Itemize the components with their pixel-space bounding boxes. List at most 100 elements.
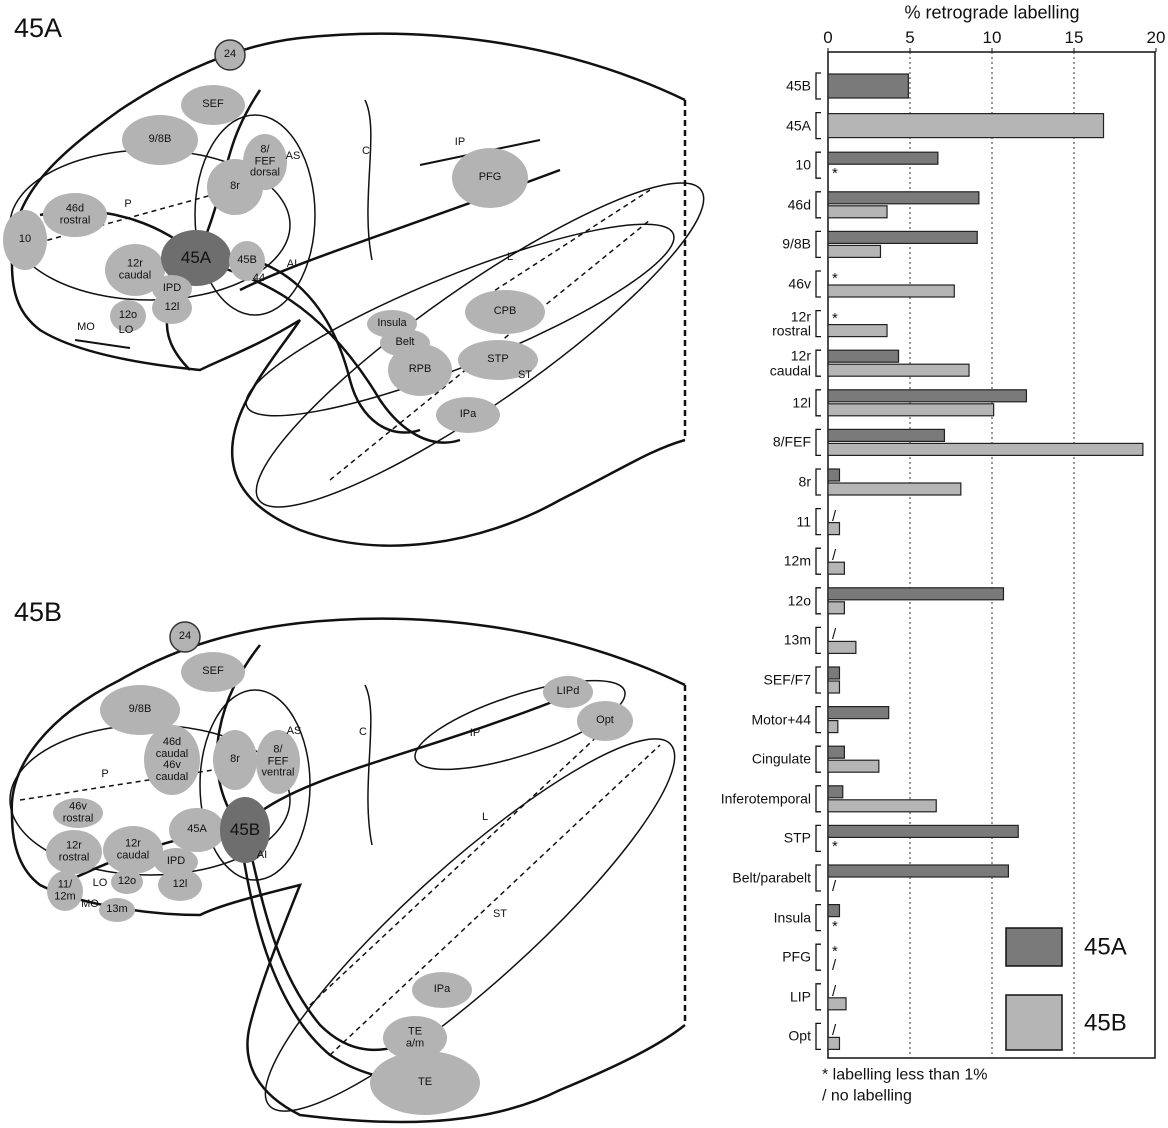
bracket xyxy=(816,271,821,297)
region-label: STP xyxy=(487,354,508,366)
bar xyxy=(828,469,839,481)
x-tick-label: 15 xyxy=(1065,29,1084,47)
bracket xyxy=(816,905,821,931)
region-label: 24 xyxy=(179,631,191,643)
footnote: / no labelling xyxy=(822,1089,912,1106)
region-label: MO xyxy=(77,322,95,334)
category-label: 13m xyxy=(784,633,811,648)
region-label: AS xyxy=(287,726,302,738)
bar-note: * xyxy=(832,311,838,327)
bracket xyxy=(816,588,821,614)
bracket xyxy=(816,825,821,851)
bar xyxy=(828,114,1104,138)
bar xyxy=(828,231,977,243)
region-label: P xyxy=(124,199,131,211)
bar-note: / xyxy=(832,984,836,1000)
figure: 45A24SEF9/8B8/ FEF dorsalAS8r46d rostral… xyxy=(0,0,1168,1128)
region-label: 8/ FEF dorsal xyxy=(250,145,280,180)
bracket xyxy=(816,509,821,535)
region-label: P xyxy=(101,769,108,781)
bracket xyxy=(816,707,821,733)
category-label: Inferotemporal xyxy=(721,791,811,806)
region-label: 45B xyxy=(237,255,257,267)
region-label: Insula xyxy=(377,318,406,330)
category-label: 12r rostral xyxy=(772,309,811,338)
bar xyxy=(828,905,839,917)
region-label: LIPd xyxy=(557,686,580,698)
region-label: 10 xyxy=(19,234,31,246)
bar xyxy=(828,350,899,362)
bar xyxy=(828,800,936,812)
region-label: MO xyxy=(81,899,99,911)
category-label: 45B xyxy=(786,79,811,94)
region-label: 12l xyxy=(173,879,188,891)
region-label: 45A xyxy=(187,824,207,836)
bar-note: * xyxy=(832,919,838,935)
region-label: 12r caudal xyxy=(117,838,149,861)
category-label: Opt xyxy=(788,1029,811,1044)
region-label: 8/ FEF ventral xyxy=(261,745,294,780)
category-label: 9/8B xyxy=(782,237,811,252)
bar xyxy=(828,825,1018,837)
region-label: TE a/m xyxy=(406,1026,424,1049)
category-label: 10 xyxy=(795,158,811,173)
region-label: IPD xyxy=(163,283,181,295)
bar xyxy=(828,429,944,441)
category-label: 8r xyxy=(799,475,811,490)
bracket xyxy=(816,390,821,416)
legend-label: 45B xyxy=(1084,1010,1127,1035)
bracket xyxy=(816,1023,821,1049)
region-label: 46v rostral xyxy=(63,801,94,824)
region-label: IPD xyxy=(167,856,185,868)
region-label: TE xyxy=(418,1077,432,1089)
region-label: RPB xyxy=(409,364,432,376)
region-label: 13m xyxy=(106,904,127,916)
bracket xyxy=(816,627,821,653)
region-label: AI xyxy=(257,850,267,862)
panel-title: 45B xyxy=(14,598,62,626)
region-label: 11/ 12m xyxy=(54,879,75,902)
category-label: 46d xyxy=(788,197,811,212)
bracket xyxy=(816,192,821,218)
axis-title: % retrograde labelling xyxy=(904,4,1079,23)
bar-note: / xyxy=(832,548,836,564)
bracket xyxy=(816,984,821,1010)
bracket xyxy=(816,152,821,178)
bar xyxy=(828,483,961,495)
region-label: CPB xyxy=(494,306,517,318)
bracket xyxy=(816,667,821,693)
bar xyxy=(828,74,908,98)
category-label: Motor+44 xyxy=(751,712,811,727)
region-label: 12o xyxy=(119,310,137,322)
region-label: L xyxy=(507,252,513,264)
category-label: 11 xyxy=(796,514,811,529)
region-label: IPa xyxy=(460,409,477,421)
category-label: 12m xyxy=(784,554,811,569)
bar-note: * xyxy=(832,840,838,856)
category-label: 12l xyxy=(792,395,811,410)
bar xyxy=(828,443,1143,455)
bracket xyxy=(816,429,821,455)
bracket xyxy=(816,231,821,257)
category-label: PFG xyxy=(782,950,811,965)
region-label: SEF xyxy=(202,666,223,678)
region-label: 12o xyxy=(118,876,136,888)
bar xyxy=(828,206,887,218)
bar xyxy=(828,998,846,1010)
region-label: L xyxy=(482,812,488,824)
bar-note: / xyxy=(832,879,836,895)
region-label: 12r caudal xyxy=(119,258,151,281)
x-tick-label: 0 xyxy=(823,29,832,47)
region-label: SEF xyxy=(202,99,223,111)
region-label: IP xyxy=(455,137,465,149)
legend-swatch xyxy=(1006,928,1062,966)
region-label: 24 xyxy=(224,49,236,61)
bar xyxy=(828,602,844,614)
bar xyxy=(828,285,954,297)
region-label: 44 xyxy=(253,273,265,285)
region-label: IP xyxy=(470,728,480,740)
x-tick-label: 5 xyxy=(905,29,914,47)
bar xyxy=(828,404,994,416)
region-label: LO xyxy=(93,878,108,890)
bar xyxy=(828,707,889,719)
